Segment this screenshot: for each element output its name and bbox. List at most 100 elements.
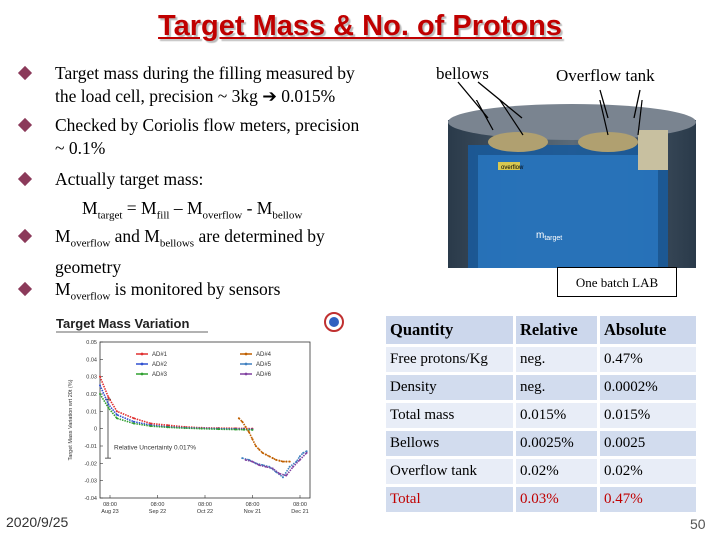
formula-sub: overflow [202,209,243,222]
y-tick-label: 0.01 [86,409,97,415]
data-point [217,428,220,431]
data-point [166,426,169,429]
x-tick-label: 08:00 [151,502,165,508]
table-cell: 0.0025% [516,431,600,459]
y-tick-label: 0 [94,427,97,433]
bullet-text: M [55,279,71,299]
data-point [261,451,264,454]
bullet-text: Target mass during the filling measured … [55,63,355,83]
formula-part: - M [242,198,273,218]
data-point [305,451,308,454]
legend-label: AD#2 [152,362,168,368]
overflow-pointer [637,100,643,136]
table-row-total: Total 0.03% 0.47% [386,487,696,515]
table-cell: 0.47% [600,347,696,375]
bullet-text: ~ 0.1% [55,138,106,158]
one-batch-lab-box: One batch LAB [557,267,677,297]
legend-marker [140,352,144,356]
chart-annotation: Relative Uncertainty 0.017% [114,444,196,451]
header-cell: Quantity [386,316,516,347]
legend-label: AD#5 [256,362,272,368]
legend-marker [140,372,144,376]
data-point [264,453,267,456]
table-row: Bellows 0.0025% 0.0025 [386,431,696,459]
table-cell: 0.0002% [600,375,696,403]
table-cell: 0.47% [600,487,696,515]
overflow-pointer [599,100,609,136]
page-number: 50 [690,516,706,532]
data-point [107,403,110,406]
overflow-tank-label: Overflow tank [556,66,655,85]
data-point [183,427,186,430]
bullet-diamond-icon [17,228,33,244]
table-cell: 0.03% [516,487,600,515]
legend-marker [140,362,144,366]
footer-date: 2020/9/25 [6,514,69,530]
collaboration-logo-icon [324,312,344,332]
x-tick-label: Sep 22 [149,509,166,515]
data-point [132,422,135,425]
table-row: Free protons/Kg neg. 0.47% [386,347,696,375]
data-point [244,425,247,428]
data-point [298,458,301,461]
data-point [149,422,152,425]
target-diagram-label: mtarget [536,230,562,242]
data-point [288,465,291,468]
table-cell: Bellows [386,431,516,459]
x-tick-label: 08:00 [198,502,212,508]
data-point [166,424,169,427]
data-point [281,460,284,463]
bullet-text: Actually target mass: [55,169,204,189]
mass-formula: Mtarget = Mfill – Moverflow - Mbellow [82,198,302,222]
table-cell: 0.015% [516,403,600,431]
bullet-diamond-icon [17,65,33,81]
data-point [132,420,135,423]
data-point [302,451,305,454]
bellows-line [477,81,523,119]
bullet-item: Actually target mass: [17,168,204,191]
uncertainty-table: Quantity Relative Absolute Free protons/… [386,316,696,515]
data-point [251,460,254,463]
chart-title: Target Mass Variation [56,316,189,331]
bullet-text: is monitored by sensors [110,279,281,299]
table-cell: neg. [516,347,600,375]
bullet-sub: overflow [70,290,111,303]
bullet-text: geometry [55,256,122,277]
y-tick-label: -0.04 [84,496,97,502]
overflow-diagram-label: overflow [501,165,524,171]
data-point [298,455,301,458]
table-cell: 0.015% [600,403,696,431]
table-header-row: Quantity Relative Absolute [386,316,696,347]
formula-part: = M [122,198,157,218]
table-cell: Density [386,375,516,403]
bullet-text: M [55,226,71,246]
data-point [251,428,254,431]
data-point [241,457,244,460]
data-point [99,375,101,378]
data-point [285,460,288,463]
vessel-lid [448,104,696,140]
bellows-line [457,81,489,119]
legend-label: AD#4 [256,352,272,358]
pointer-lines [457,81,641,119]
x-tick-label: Nov 21 [244,509,261,515]
data-point [271,457,274,460]
data-point [107,396,110,399]
table-cell: Total [386,487,516,515]
data-point [285,474,288,477]
x-tick-label: 08:00 [293,502,307,508]
bullet-item: Moverflow and Mbellows are determined by… [17,225,325,279]
data-point [200,427,203,430]
bullet-text: the load cell, precision ~ 3kg ➔ 0.015% [55,86,336,106]
data-point [248,431,251,434]
table-cell: Free protons/Kg [386,347,516,375]
y-tick-label: 0.05 [86,340,97,346]
table-cell: neg. [516,375,600,403]
instrument-box [638,130,668,170]
data-point [115,417,118,420]
data-point [264,465,267,468]
bullet-item: Checked by Coriolis flow meters, precisi… [17,114,359,160]
overflow-line [633,89,641,119]
formula-sub: target [97,209,123,222]
data-point [305,450,308,453]
